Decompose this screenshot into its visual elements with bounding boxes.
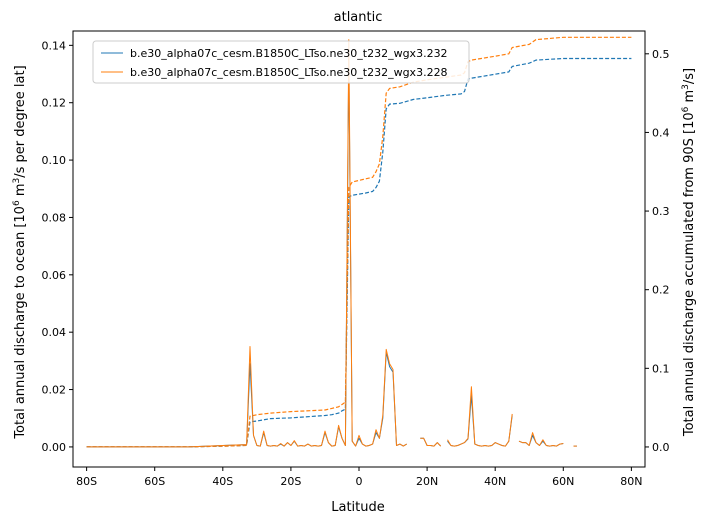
discharge-line-series-2 bbox=[86, 39, 407, 448]
y-right-tick-label: 0.1 bbox=[652, 362, 670, 375]
y-left-tick-label: 0.06 bbox=[42, 269, 67, 282]
legend-label: b.e30_alpha07c_cesm.B1850C_LTso.ne30_t23… bbox=[130, 47, 448, 60]
y-left-tick-label: 0.02 bbox=[42, 384, 67, 397]
accumulated-line-series-1 bbox=[86, 57, 632, 448]
x-tick-label: 0 bbox=[356, 475, 363, 488]
y-right-tick-label: 0.0 bbox=[652, 441, 670, 454]
legend-box bbox=[92, 40, 470, 84]
x-tick-label: 20N bbox=[416, 475, 438, 488]
y-left-tick-label: 0.04 bbox=[42, 326, 67, 339]
y-right-tick-label: 0.5 bbox=[652, 48, 670, 61]
x-tick-label: 60N bbox=[552, 475, 574, 488]
y-left-tick-label: 0.14 bbox=[42, 39, 67, 52]
x-tick-label: 80S bbox=[76, 475, 97, 488]
x-tick-label: 40S bbox=[212, 475, 233, 488]
y-right-tick-label: 0.4 bbox=[652, 126, 670, 139]
plot-frame bbox=[72, 30, 646, 468]
x-axis-ticks: 80S 60S 40S 20S 0 20N 40N 60N 80N bbox=[76, 467, 642, 488]
discharge-segment-series-2 bbox=[420, 437, 442, 447]
y-right-axis-ticks: 0.0 0.1 0.2 0.3 0.4 0.5 bbox=[645, 48, 670, 454]
series-layer bbox=[86, 36, 632, 448]
legend: b.e30_alpha07c_cesm.B1850C_LTso.ne30_t23… bbox=[92, 40, 470, 84]
y-right-axis-label: Total annual discharge accumulated from … bbox=[681, 68, 697, 437]
discharge-line-series-1 bbox=[86, 56, 407, 448]
y-left-axis-ticks: 0.00 0.02 0.04 0.06 0.08 0.10 0.12 0.14 bbox=[42, 39, 73, 454]
x-tick-label: 40N bbox=[484, 475, 506, 488]
discharge-segment-series-1 bbox=[518, 434, 564, 447]
x-tick-label: 60S bbox=[144, 475, 165, 488]
x-tick-label: 20S bbox=[280, 475, 301, 488]
x-tick-label: 80N bbox=[620, 475, 642, 488]
y-left-tick-label: 0.00 bbox=[42, 441, 67, 454]
y-right-tick-label: 0.2 bbox=[652, 284, 670, 297]
chart-title: atlantic bbox=[334, 10, 383, 25]
y-left-tick-label: 0.10 bbox=[42, 154, 67, 167]
y-left-tick-label: 0.08 bbox=[42, 211, 67, 224]
discharge-segment-series-1 bbox=[447, 394, 513, 447]
y-left-axis-label: Total annual discharge to ocean [106 m3/… bbox=[12, 65, 28, 439]
y-left-tick-label: 0.12 bbox=[42, 97, 67, 110]
discharge-segment-series-2 bbox=[447, 386, 513, 447]
discharge-segment-series-1 bbox=[420, 437, 442, 447]
y-right-tick-label: 0.3 bbox=[652, 205, 670, 218]
accumulated-line-series-2 bbox=[86, 36, 632, 448]
legend-label: b.e30_alpha07c_cesm.B1850C_LTso.ne30_t23… bbox=[130, 66, 448, 79]
x-axis-label: Latitude bbox=[331, 500, 385, 515]
discharge-segment-series-2 bbox=[518, 432, 564, 447]
